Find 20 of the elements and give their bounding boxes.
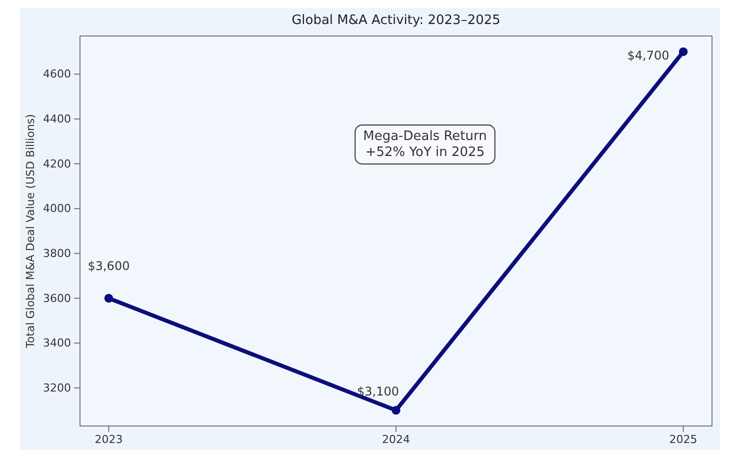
y-tick-label: 3200 [43,381,71,394]
y-tick-label: 4000 [43,202,71,216]
point [678,47,688,56]
chart-title: Global M&A Activity: 2023–2025 [292,13,500,28]
x-tick-label: 2025 [669,432,698,446]
x-tick-label: 2024 [382,432,410,446]
point [392,406,400,415]
y-tick-label: 3600 [43,292,71,305]
point [104,294,114,303]
data-label: $3,100 [357,384,399,398]
data-label: $4,700 [627,48,670,63]
y-tick-label: 4400 [43,112,71,126]
y-tick-label: 3800 [43,246,71,260]
y-tick-label: 3400 [43,336,71,350]
y-axis-title: Total Global M&A Deal Value (USD Billions) [24,114,37,349]
y-tick-label: 4200 [43,157,71,170]
annotation: Mega-Deals Return +52% YoY in 2025 [363,129,487,160]
data-label: $3,600 [88,259,130,274]
y-tick-label: 4600 [43,68,71,81]
x-tick-label: 2023 [94,432,123,446]
